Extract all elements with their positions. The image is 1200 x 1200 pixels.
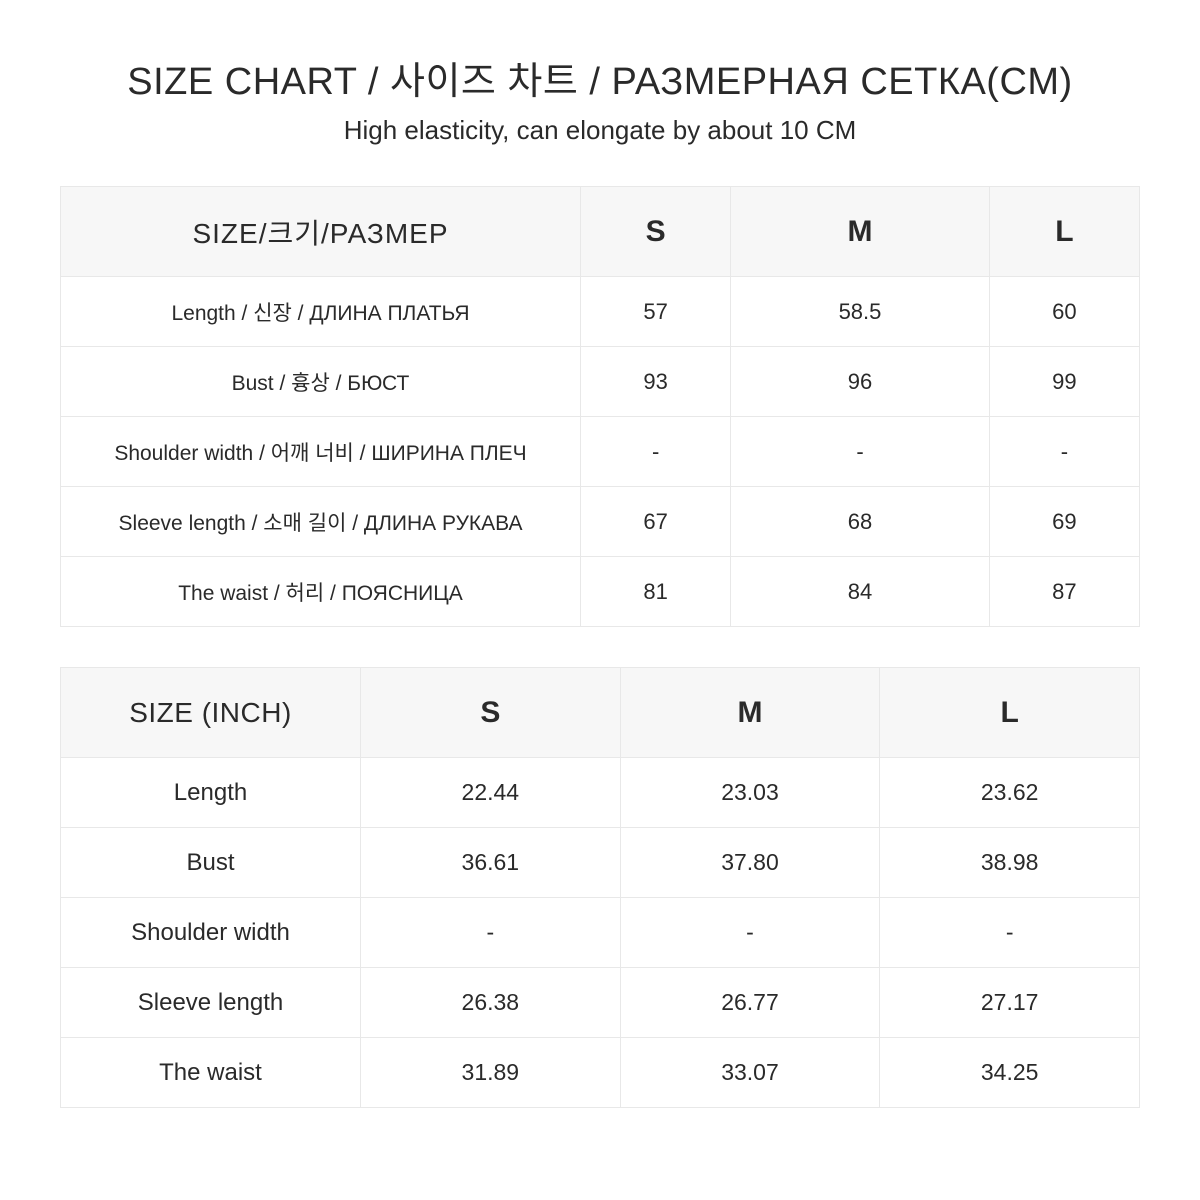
row-label: The waist bbox=[61, 1038, 361, 1108]
col-header-size: SIZE (INCH) bbox=[61, 668, 361, 758]
table-row: Length 22.44 23.03 23.62 bbox=[61, 758, 1140, 828]
cell-l: 38.98 bbox=[880, 828, 1140, 898]
table-header-row: SIZE/크기/РАЗМЕР S M L bbox=[61, 187, 1140, 277]
cell-s: 93 bbox=[581, 347, 731, 417]
cell-s: - bbox=[581, 417, 731, 487]
row-label: Length bbox=[61, 758, 361, 828]
row-label: Sleeve length bbox=[61, 968, 361, 1038]
cell-l: 27.17 bbox=[880, 968, 1140, 1038]
table-row: Shoulder width - - - bbox=[61, 898, 1140, 968]
cell-l: 34.25 bbox=[880, 1038, 1140, 1108]
cell-m: 26.77 bbox=[620, 968, 880, 1038]
col-header-l: L bbox=[880, 668, 1140, 758]
cell-s: 31.89 bbox=[361, 1038, 621, 1108]
cell-l: 99 bbox=[989, 347, 1139, 417]
cell-s: 57 bbox=[581, 277, 731, 347]
row-label: Sleeve length / 소매 길이 / ДЛИНА РУКАВА bbox=[61, 487, 581, 557]
table-row: The waist / 허리 / ПОЯСНИЦА 81 84 87 bbox=[61, 557, 1140, 627]
cell-l: 60 bbox=[989, 277, 1139, 347]
table-row: Sleeve length 26.38 26.77 27.17 bbox=[61, 968, 1140, 1038]
cell-s: 26.38 bbox=[361, 968, 621, 1038]
cell-l: 23.62 bbox=[880, 758, 1140, 828]
col-header-m: M bbox=[620, 668, 880, 758]
table-row: Bust 36.61 37.80 38.98 bbox=[61, 828, 1140, 898]
row-label: Shoulder width bbox=[61, 898, 361, 968]
table-row: Bust / 흉상 / БЮСТ 93 96 99 bbox=[61, 347, 1140, 417]
size-table-inch: SIZE (INCH) S M L Length 22.44 23.03 23.… bbox=[60, 667, 1140, 1108]
row-label: The waist / 허리 / ПОЯСНИЦА bbox=[61, 557, 581, 627]
cell-s: 81 bbox=[581, 557, 731, 627]
col-header-s: S bbox=[581, 187, 731, 277]
row-label: Bust / 흉상 / БЮСТ bbox=[61, 347, 581, 417]
table-row: Shoulder width / 어깨 너비 / ШИРИНА ПЛЕЧ - -… bbox=[61, 417, 1140, 487]
table-row: The waist 31.89 33.07 34.25 bbox=[61, 1038, 1140, 1108]
cell-s: 36.61 bbox=[361, 828, 621, 898]
row-label: Shoulder width / 어깨 너비 / ШИРИНА ПЛЕЧ bbox=[61, 417, 581, 487]
cell-s: - bbox=[361, 898, 621, 968]
row-label: Length / 신장 / ДЛИНА ПЛАТЬЯ bbox=[61, 277, 581, 347]
cell-m: 96 bbox=[731, 347, 989, 417]
cell-l: 69 bbox=[989, 487, 1139, 557]
col-header-s: S bbox=[361, 668, 621, 758]
page-subtitle: High elasticity, can elongate by about 1… bbox=[60, 115, 1140, 146]
cell-m: - bbox=[620, 898, 880, 968]
cell-m: 37.80 bbox=[620, 828, 880, 898]
col-header-m: M bbox=[731, 187, 989, 277]
table-row: Sleeve length / 소매 길이 / ДЛИНА РУКАВА 67 … bbox=[61, 487, 1140, 557]
col-header-l: L bbox=[989, 187, 1139, 277]
col-header-size: SIZE/크기/РАЗМЕР bbox=[61, 187, 581, 277]
cell-m: 58.5 bbox=[731, 277, 989, 347]
cell-m: 84 bbox=[731, 557, 989, 627]
cell-m: 68 bbox=[731, 487, 989, 557]
row-label: Bust bbox=[61, 828, 361, 898]
cell-l: - bbox=[989, 417, 1139, 487]
cell-l: - bbox=[880, 898, 1140, 968]
page-title: SIZE CHART / 사이즈 차트 / РАЗМЕРНАЯ СЕТКА(CM… bbox=[60, 50, 1140, 105]
cell-m: 33.07 bbox=[620, 1038, 880, 1108]
table-row: Length / 신장 / ДЛИНА ПЛАТЬЯ 57 58.5 60 bbox=[61, 277, 1140, 347]
size-table-cm: SIZE/크기/РАЗМЕР S M L Length / 신장 / ДЛИНА… bbox=[60, 186, 1140, 627]
cell-s: 67 bbox=[581, 487, 731, 557]
cell-m: 23.03 bbox=[620, 758, 880, 828]
table-header-row: SIZE (INCH) S M L bbox=[61, 668, 1140, 758]
cell-s: 22.44 bbox=[361, 758, 621, 828]
cell-l: 87 bbox=[989, 557, 1139, 627]
cell-m: - bbox=[731, 417, 989, 487]
